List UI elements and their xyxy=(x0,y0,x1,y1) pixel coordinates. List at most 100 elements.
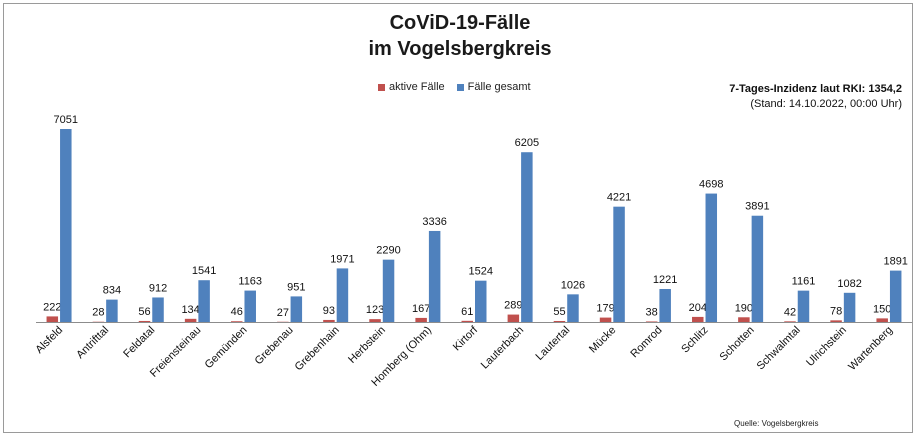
x-tick-label-0: Alsfeld xyxy=(33,324,65,356)
bar-total-17 xyxy=(843,292,856,323)
bar-active-9 xyxy=(461,320,473,323)
legend-swatch-total xyxy=(456,83,464,91)
bar-active-14 xyxy=(692,316,704,323)
legend: aktive Fälle Fälle gesamt xyxy=(378,81,543,93)
data-label-total-8: 3336 xyxy=(422,216,446,228)
bar-active-3 xyxy=(184,318,197,323)
incidence-value: 7-Tages-Inzidenz laut RKI: 1354,2 xyxy=(729,83,902,95)
data-label-active-13: 38 xyxy=(646,306,658,318)
data-label-active-2: 56 xyxy=(138,306,150,318)
data-label-active-12: 179 xyxy=(596,303,614,315)
bar-active-12 xyxy=(599,317,612,323)
x-tick-label-13: Romrod xyxy=(628,324,664,360)
data-label-total-13: 1221 xyxy=(653,274,677,286)
data-label-total-2: 912 xyxy=(149,282,167,294)
data-label-total-1: 834 xyxy=(103,285,121,297)
data-label-active-16: 42 xyxy=(784,306,796,318)
bar-total-10 xyxy=(521,152,533,323)
bar-total-11 xyxy=(567,294,579,323)
data-label-active-1: 28 xyxy=(92,307,104,319)
data-label-total-7: 2290 xyxy=(376,245,400,257)
bar-active-0 xyxy=(46,316,59,323)
bar-total-2 xyxy=(152,297,164,323)
bar-active-11 xyxy=(553,320,566,323)
bar-total-1 xyxy=(106,299,118,323)
bar-active-13 xyxy=(645,321,658,323)
data-label-active-5: 27 xyxy=(277,307,289,319)
data-label-active-3: 134 xyxy=(181,304,199,316)
incidence-annotation: 7-Tages-Inzidenz laut RKI: 1354,2 (Stand… xyxy=(729,82,902,112)
source-note: Quelle: Vogelsbergkreis xyxy=(734,419,819,428)
data-label-active-8: 167 xyxy=(412,303,430,315)
data-label-total-12: 4221 xyxy=(607,192,631,204)
bar-active-17 xyxy=(830,320,842,323)
bar-total-7 xyxy=(382,259,395,323)
x-tick-label-18: Wartenberg xyxy=(846,324,895,373)
x-tick-label-17: Ulrichstein xyxy=(804,324,849,369)
bar-active-2 xyxy=(138,320,151,323)
bar-total-12 xyxy=(613,206,625,323)
data-label-total-9: 1524 xyxy=(469,266,493,278)
data-label-active-6: 93 xyxy=(323,305,335,317)
data-label-active-4: 46 xyxy=(231,306,243,318)
bar-total-16 xyxy=(797,290,810,323)
data-label-total-0: 7051 xyxy=(54,114,78,126)
x-tick-label-1: Antrifttal xyxy=(74,324,111,361)
data-label-total-15: 3891 xyxy=(745,201,769,213)
bar-total-15 xyxy=(751,215,764,323)
data-label-active-17: 78 xyxy=(830,305,842,317)
bar-total-8 xyxy=(428,230,441,323)
x-tick-label-10: Lauterbach xyxy=(479,324,526,371)
data-label-active-10: 289 xyxy=(504,300,522,312)
bar-total-18 xyxy=(889,270,902,323)
x-tick-label-9: Kirtorf xyxy=(451,323,481,353)
chart-title-line-2: im Vogelsbergkreis xyxy=(368,38,552,60)
data-label-total-5: 951 xyxy=(287,281,305,293)
x-tick-label-7: Herbstein xyxy=(346,324,388,366)
bar-total-0 xyxy=(60,129,72,323)
bar-active-6 xyxy=(323,319,335,323)
data-label-total-6: 1971 xyxy=(330,253,354,265)
data-label-active-0: 222 xyxy=(43,301,61,313)
bar-active-18 xyxy=(876,318,888,323)
data-label-active-9: 61 xyxy=(461,306,473,318)
data-label-total-11: 1026 xyxy=(561,279,585,291)
bar-total-14 xyxy=(705,193,718,323)
bar-total-9 xyxy=(475,280,487,323)
data-label-total-18: 1891 xyxy=(883,256,907,268)
bar-total-4 xyxy=(244,290,256,323)
chart-title-line-1: CoViD-19-Fälle xyxy=(389,12,531,34)
x-tick-label-4: Gemünden xyxy=(203,324,250,371)
bar-active-4 xyxy=(230,321,243,323)
bar-active-8 xyxy=(415,317,427,323)
data-label-active-14: 204 xyxy=(689,302,707,314)
incidence-date: (Stand: 14.10.2022, 00:00 Uhr) xyxy=(750,98,902,110)
x-tick-label-14: Schlitz xyxy=(679,324,710,355)
legend-label-active: aktive Fälle xyxy=(389,81,445,93)
bar-total-6 xyxy=(336,268,349,323)
data-label-total-14: 4698 xyxy=(699,179,723,191)
data-label-total-4: 1163 xyxy=(238,276,262,288)
bar-active-16 xyxy=(784,321,796,323)
x-tick-label-2: Feldatal xyxy=(121,324,157,360)
chart-title: CoViD-19-Fälle im Vogelsbergkreis xyxy=(0,10,920,62)
bar-active-7 xyxy=(369,319,381,323)
x-tick-label-15: Schotten xyxy=(718,324,757,363)
bar-active-15 xyxy=(738,317,750,323)
data-label-active-18: 150 xyxy=(873,303,891,315)
legend-swatch-active xyxy=(378,83,385,91)
bar-total-13 xyxy=(659,288,671,323)
data-label-total-16: 1161 xyxy=(792,276,816,288)
x-tick-label-11: Lautertal xyxy=(534,324,573,363)
legend-item-active: aktive Fälle xyxy=(378,81,445,93)
x-tick-label-6: Grebenhain xyxy=(293,324,342,373)
x-tick-label-5: Grebenau xyxy=(253,324,296,367)
data-label-total-17: 1082 xyxy=(837,278,861,290)
legend-item-total: Fälle gesamt xyxy=(456,81,531,93)
x-tick-label-16: Schwalmtal xyxy=(755,324,803,372)
data-label-active-7: 123 xyxy=(366,304,384,316)
data-label-active-15: 190 xyxy=(735,302,753,314)
bar-total-5 xyxy=(290,296,303,323)
bar-total-3 xyxy=(198,280,210,323)
